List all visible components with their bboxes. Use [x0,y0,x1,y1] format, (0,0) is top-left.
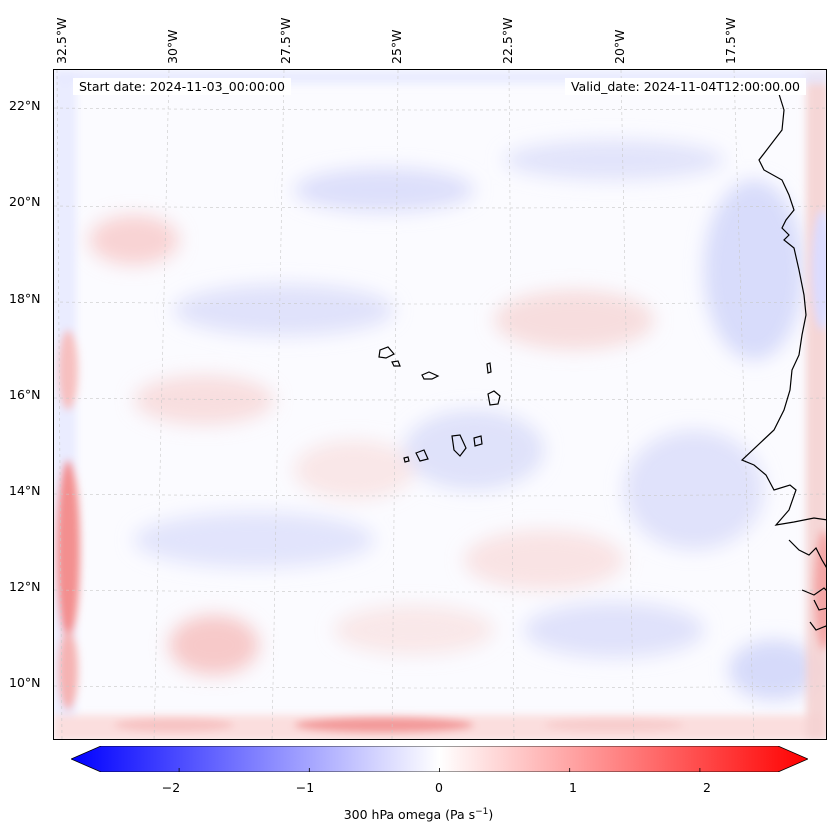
lon-tick-label: 27.5°W [278,17,293,64]
west-africa-coast-icon [740,93,826,526]
colorbar-tick-label: −1 [295,780,315,795]
lat-tick-label: 22°N [9,98,41,113]
lon-tick-label: 32.5°W [54,17,69,64]
lon-tick-label: 25°W [389,29,404,64]
omega-field [89,140,819,700]
lat-tick-label: 14°N [9,483,41,498]
coastline [378,93,826,631]
colorbar-title-close: ) [488,807,494,823]
colorbar-tick-label: −2 [161,780,181,795]
lon-tick-label: 17.5°W [723,17,738,64]
lat-tick-label: 20°N [9,194,41,209]
lon-tick-label: 30°W [165,29,180,64]
colorbar-title-text: 300 hPa omega (Pa s [343,807,476,823]
map-panel [53,69,827,740]
omega-field-map [54,70,826,739]
colorbar-tick-label: 0 [435,780,443,795]
island-santo-antao-icon [378,346,395,359]
colorbar-ramp [71,746,808,772]
colorbar-title-sup: −1 [475,807,489,817]
colorbar [71,746,808,772]
lon-tick-label: 22.5°W [500,17,515,64]
colorbar-tick-label: 1 [569,780,577,795]
lat-tick-label: 12°N [9,579,41,594]
lat-tick-label: 16°N [9,387,41,402]
colorbar-tick-label: 2 [703,780,711,795]
graticule [54,70,826,739]
colorbar-title: 300 hPa omega (Pa s−1) [0,807,837,822]
lat-tick-label: 10°N [9,675,41,690]
lon-tick-label: 20°W [612,29,627,64]
lat-tick-label: 18°N [9,291,41,306]
valid-date-label: Valid_date: 2024-11-04T12:00:00.00 [564,78,806,95]
start-date-label: Start date: 2024-11-03_00:00:00 [73,78,291,95]
